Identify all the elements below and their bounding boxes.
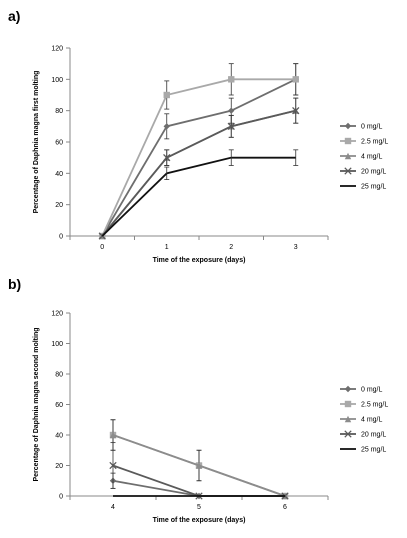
panel-b-label: b) bbox=[8, 276, 22, 292]
chart-a-legend-marker bbox=[344, 152, 352, 160]
chart-a-legend-label: 20 mg/L bbox=[361, 169, 386, 176]
chart-a-legend-item: 0 mg/L bbox=[340, 122, 383, 131]
chart-a-x-tick-label: 1 bbox=[165, 244, 169, 251]
chart-a-series-line bbox=[101, 78, 297, 237]
chart-a-x-axis-title: Time of the exposure (days) bbox=[153, 257, 246, 264]
chart-a-x-tick-label: 0 bbox=[100, 244, 104, 251]
chart-a-y-tick-label: 0 bbox=[59, 234, 63, 241]
chart-a-legend-label: 0 mg/L bbox=[361, 124, 383, 131]
chart-a-legend-item: 20 mg/L bbox=[340, 167, 386, 176]
chart-a-legend-label: 2.5 mg/L bbox=[361, 139, 388, 146]
chart-a-y-tick-label: 60 bbox=[55, 140, 63, 147]
chart-a-series-1 bbox=[99, 63, 299, 240]
chart-a-legend-marker bbox=[344, 167, 352, 175]
chart-a-series-line bbox=[101, 109, 296, 237]
chart-a-legend-item: 25 mg/L bbox=[340, 184, 386, 191]
chart-a-error-bar bbox=[293, 149, 299, 166]
chart-a-data-point bbox=[227, 122, 235, 130]
chart-a-series-line bbox=[101, 78, 296, 237]
chart-a-legend-item: 2.5 mg/L bbox=[340, 137, 388, 146]
chart-a-x-tick-label: 3 bbox=[294, 244, 298, 251]
chart-a-legend-label: 25 mg/L bbox=[361, 184, 386, 191]
chart-a-legend-item: 4 mg/L bbox=[340, 152, 383, 161]
chart-a-data-point bbox=[163, 123, 170, 130]
chart-a-data-point bbox=[228, 107, 235, 114]
chart-a-data-point bbox=[163, 154, 171, 162]
chart-a-error-bar bbox=[228, 149, 234, 166]
chart-a-legend-marker bbox=[344, 137, 352, 145]
chart-a-data-point bbox=[292, 76, 299, 83]
chart-a-y-tick-label: 20 bbox=[55, 202, 63, 209]
chart-a-legend-label: 4 mg/L bbox=[361, 154, 383, 161]
chart-a-y-tick-label: 40 bbox=[55, 171, 63, 178]
chart-a-y-tick-label: 100 bbox=[51, 77, 63, 84]
chart-a-series-line bbox=[101, 156, 296, 237]
chart-a-y-axis-title: Percentage of Daphnia magna first moltin… bbox=[33, 71, 40, 214]
chart-a-data-point bbox=[163, 91, 170, 99]
chart-a-legend-marker bbox=[344, 122, 352, 130]
chart-a-data-point bbox=[292, 107, 300, 115]
chart-a-y-tick-label: 120 bbox=[51, 46, 63, 53]
chart-a-data-point bbox=[228, 76, 235, 83]
chart-a-series-4 bbox=[101, 149, 299, 237]
panel-a-label: a) bbox=[8, 8, 21, 24]
chart-a-x-tick-label: 2 bbox=[229, 244, 233, 251]
chart-a-error-bar bbox=[164, 166, 170, 181]
chart-a-series-0 bbox=[99, 63, 299, 240]
chart-a-y-tick-label: 80 bbox=[55, 108, 63, 115]
